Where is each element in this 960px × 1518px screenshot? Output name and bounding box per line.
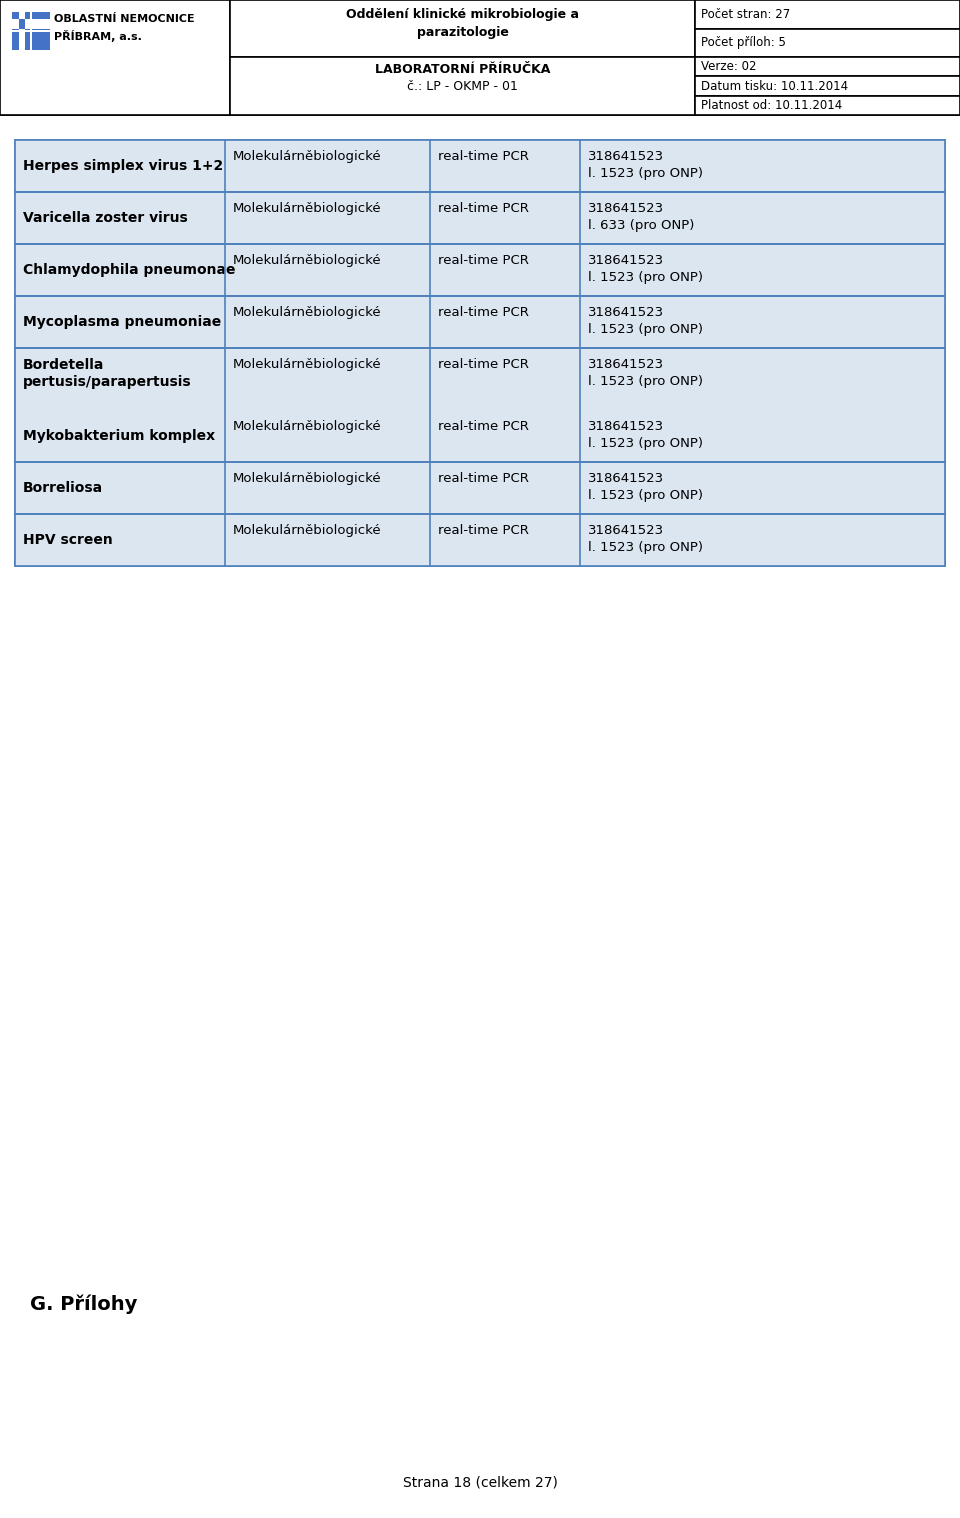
Text: HPV screen: HPV screen bbox=[23, 533, 112, 546]
Bar bbox=[695, 58, 960, 76]
Bar bbox=[12, 32, 30, 50]
Text: real-time PCR: real-time PCR bbox=[438, 420, 529, 433]
Bar bbox=[695, 76, 960, 96]
Bar bbox=[695, 29, 960, 58]
Text: Borreliosa: Borreliosa bbox=[23, 481, 103, 495]
Text: l. 1523 (pro ONP): l. 1523 (pro ONP) bbox=[588, 489, 703, 502]
Text: 318641523: 318641523 bbox=[588, 524, 664, 537]
Text: 318641523: 318641523 bbox=[588, 358, 664, 370]
Bar bbox=[12, 12, 30, 30]
Bar bbox=[32, 32, 50, 50]
Bar bbox=[32, 12, 50, 30]
Text: Počet příloh: 5: Počet příloh: 5 bbox=[701, 36, 786, 49]
Text: l. 1523 (pro ONP): l. 1523 (pro ONP) bbox=[588, 167, 703, 181]
Text: Oddělení klinické mikrobiologie a: Oddělení klinické mikrobiologie a bbox=[346, 8, 579, 21]
Bar bbox=[695, 0, 960, 29]
Text: Verze: 02: Verze: 02 bbox=[701, 61, 756, 73]
Text: Molekulárněbiologické: Molekulárněbiologické bbox=[233, 202, 382, 216]
Text: real-time PCR: real-time PCR bbox=[438, 307, 529, 319]
Text: Bordetella: Bordetella bbox=[23, 358, 105, 372]
Text: Chlamydophila pneumonae: Chlamydophila pneumonae bbox=[23, 263, 235, 276]
Text: Molekulárněbiologické: Molekulárněbiologické bbox=[233, 472, 382, 484]
Text: l. 1523 (pro ONP): l. 1523 (pro ONP) bbox=[588, 375, 703, 389]
Text: Molekulárněbiologické: Molekulárněbiologické bbox=[233, 524, 382, 537]
Text: Mycoplasma pneumoniae: Mycoplasma pneumoniae bbox=[23, 316, 221, 329]
Text: l. 1523 (pro ONP): l. 1523 (pro ONP) bbox=[588, 540, 703, 554]
Text: OBLASTNÍ NEMOCNICE: OBLASTNÍ NEMOCNICE bbox=[54, 14, 195, 24]
Bar bbox=[15, 461, 945, 515]
Text: Mykobakterium komplex: Mykobakterium komplex bbox=[23, 430, 215, 443]
Bar bbox=[11, 20, 53, 29]
Text: real-time PCR: real-time PCR bbox=[438, 524, 529, 537]
Text: 318641523: 318641523 bbox=[588, 150, 664, 162]
Text: č.: LP - OKMP - 01: č.: LP - OKMP - 01 bbox=[407, 80, 518, 93]
Text: G. Přílohy: G. Přílohy bbox=[30, 1295, 137, 1315]
Text: l. 1523 (pro ONP): l. 1523 (pro ONP) bbox=[588, 272, 703, 284]
Text: Molekulárněbiologické: Molekulárněbiologické bbox=[233, 420, 382, 433]
Text: Molekulárněbiologické: Molekulárněbiologické bbox=[233, 358, 382, 370]
Text: Počet stran: 27: Počet stran: 27 bbox=[701, 8, 790, 21]
Text: Platnost od: 10.11.2014: Platnost od: 10.11.2014 bbox=[701, 99, 842, 112]
Bar bbox=[19, 11, 25, 53]
Text: real-time PCR: real-time PCR bbox=[438, 358, 529, 370]
Text: parazitologie: parazitologie bbox=[417, 26, 509, 39]
Text: 318641523: 318641523 bbox=[588, 420, 664, 433]
Bar bbox=[15, 515, 945, 566]
Bar bbox=[15, 296, 945, 348]
Text: PŘÍBRAM, a.s.: PŘÍBRAM, a.s. bbox=[54, 30, 142, 43]
Text: 318641523: 318641523 bbox=[588, 254, 664, 267]
Text: real-time PCR: real-time PCR bbox=[438, 150, 529, 162]
Text: 318641523: 318641523 bbox=[588, 472, 664, 484]
Text: Datum tisku: 10.11.2014: Datum tisku: 10.11.2014 bbox=[701, 79, 848, 93]
Text: Varicella zoster virus: Varicella zoster virus bbox=[23, 211, 188, 225]
Bar bbox=[0, 0, 960, 115]
Text: Strana 18 (celkem 27): Strana 18 (celkem 27) bbox=[402, 1475, 558, 1489]
Bar bbox=[230, 58, 695, 115]
Text: Molekulárněbiologické: Molekulárněbiologické bbox=[233, 307, 382, 319]
Bar bbox=[15, 140, 945, 566]
Text: l. 1523 (pro ONP): l. 1523 (pro ONP) bbox=[588, 323, 703, 335]
Bar bbox=[15, 244, 945, 296]
Bar bbox=[230, 0, 695, 58]
Text: Molekulárněbiologické: Molekulárněbiologické bbox=[233, 254, 382, 267]
Bar bbox=[15, 140, 945, 191]
Bar bbox=[15, 348, 945, 461]
Text: 318641523: 318641523 bbox=[588, 307, 664, 319]
Text: l. 633 (pro ONP): l. 633 (pro ONP) bbox=[588, 219, 694, 232]
Bar bbox=[15, 191, 945, 244]
Bar bbox=[19, 20, 25, 29]
Bar bbox=[695, 96, 960, 115]
Text: Herpes simplex virus 1+2: Herpes simplex virus 1+2 bbox=[23, 159, 224, 173]
Text: real-time PCR: real-time PCR bbox=[438, 254, 529, 267]
Text: l. 1523 (pro ONP): l. 1523 (pro ONP) bbox=[588, 437, 703, 449]
Text: pertusis/parapertusis: pertusis/parapertusis bbox=[23, 375, 192, 389]
Text: LABORATORNÍ PŘÍRUČKA: LABORATORNÍ PŘÍRUČKA bbox=[374, 64, 550, 76]
Text: real-time PCR: real-time PCR bbox=[438, 202, 529, 216]
Text: Molekulárněbiologické: Molekulárněbiologické bbox=[233, 150, 382, 162]
Text: real-time PCR: real-time PCR bbox=[438, 472, 529, 484]
Bar bbox=[0, 0, 230, 115]
Text: 318641523: 318641523 bbox=[588, 202, 664, 216]
